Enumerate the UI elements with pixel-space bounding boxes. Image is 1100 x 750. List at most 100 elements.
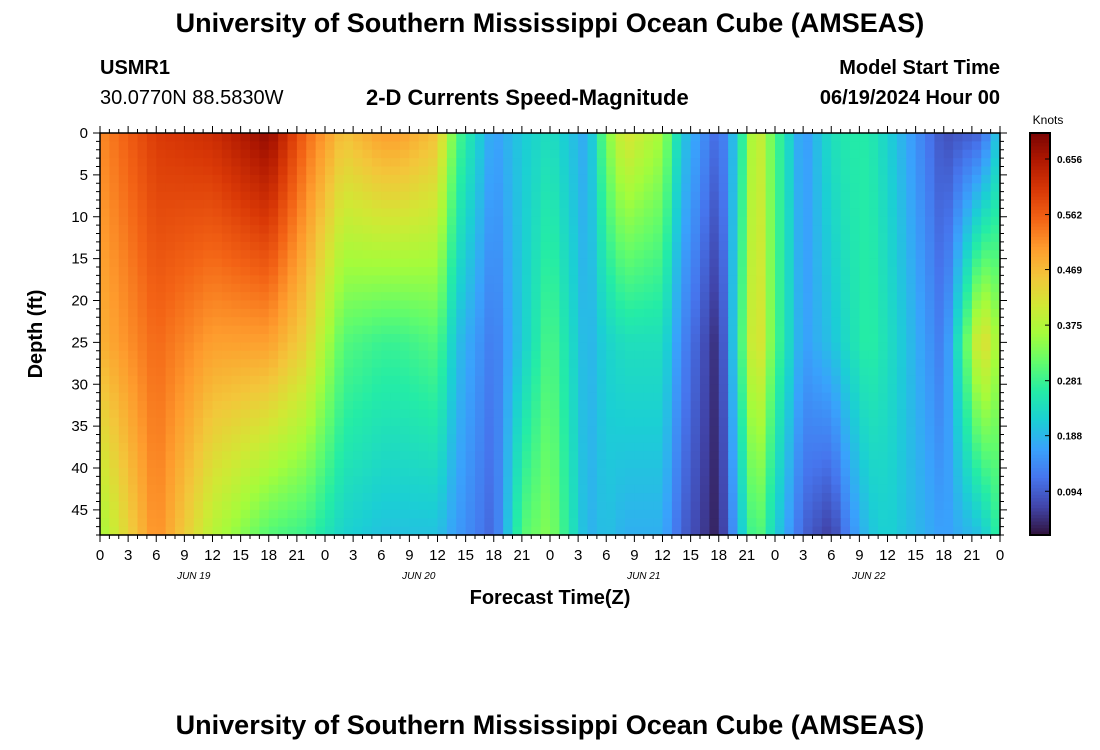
heatmap-cell — [512, 451, 523, 461]
heatmap-cell — [606, 509, 617, 519]
heatmap-cell — [156, 518, 167, 528]
heatmap-cell — [137, 216, 148, 226]
heatmap-cell — [268, 174, 279, 184]
heatmap-cell — [296, 191, 307, 201]
heatmap-cell — [737, 149, 748, 159]
heatmap-cell — [165, 317, 176, 327]
heatmap-cell — [943, 442, 954, 452]
heatmap-cell — [362, 417, 373, 427]
heatmap-cell — [100, 267, 110, 276]
heatmap-cell — [475, 484, 485, 494]
heatmap-cell — [878, 401, 889, 410]
heatmap-cell — [165, 208, 176, 218]
heatmap-cell — [878, 526, 889, 536]
heatmap-cell — [456, 200, 467, 209]
heatmap-cell — [100, 141, 110, 151]
heatmap-cell — [578, 392, 589, 402]
heatmap-cell — [128, 526, 139, 536]
heatmap-cell — [568, 434, 579, 444]
heatmap-cell — [193, 509, 204, 519]
heatmap-cell — [746, 149, 757, 159]
heatmap-cell — [175, 325, 185, 335]
heatmap-cell — [484, 149, 495, 159]
heatmap-cell — [718, 267, 729, 276]
heatmap-cell — [775, 158, 785, 168]
heatmap-cell — [568, 501, 579, 511]
heatmap-cell — [184, 484, 195, 494]
heatmap-cell — [671, 350, 682, 360]
heatmap-cell — [765, 409, 776, 419]
colorbar-segment — [1030, 210, 1050, 214]
heatmap-cell — [240, 233, 251, 243]
x-tick-label: 18 — [260, 547, 277, 564]
heatmap-cell — [812, 526, 823, 536]
heatmap-cell — [503, 442, 514, 452]
heatmap-cell — [643, 342, 654, 352]
heatmap-cell — [240, 283, 251, 293]
heatmap-cell — [334, 191, 345, 201]
heatmap-cell — [184, 451, 195, 461]
heatmap-cell — [521, 484, 532, 494]
heatmap-cell — [709, 493, 720, 503]
heatmap-cell — [671, 283, 682, 293]
heatmap-cell — [784, 501, 795, 511]
heatmap-cell — [306, 258, 317, 268]
heatmap-cell — [437, 375, 448, 385]
heatmap-cell — [212, 317, 223, 327]
heatmap-cell — [428, 518, 439, 528]
heatmap-cell — [690, 392, 701, 402]
heatmap-cell — [343, 241, 354, 251]
heatmap-cell — [634, 208, 645, 218]
heatmap-cell — [896, 484, 907, 494]
heatmap-cell — [475, 518, 485, 528]
heatmap-cell — [793, 384, 804, 394]
heatmap-cell — [203, 174, 214, 184]
heatmap-cell — [287, 174, 298, 184]
heatmap-cell — [671, 501, 682, 511]
heatmap-cell — [587, 149, 598, 159]
heatmap-cell — [146, 392, 157, 402]
heatmap-cell — [550, 250, 560, 260]
x-tick-label: 21 — [289, 547, 306, 564]
heatmap-cell — [175, 241, 185, 251]
heatmap-cell — [615, 384, 626, 394]
heatmap-cell — [240, 468, 251, 477]
heatmap-cell — [765, 174, 776, 184]
heatmap-cell — [175, 283, 185, 293]
heatmap-cell — [896, 292, 907, 302]
heatmap-cell — [371, 334, 382, 343]
heatmap-cell — [625, 166, 635, 176]
heatmap-cell — [240, 317, 251, 327]
heatmap-cell — [831, 367, 842, 377]
heatmap-cell — [821, 384, 832, 394]
heatmap-cell — [296, 468, 307, 477]
heatmap-cell — [231, 426, 242, 436]
heatmap-cell — [540, 401, 551, 410]
heatmap-cell — [643, 258, 654, 268]
heatmap-cell — [381, 275, 392, 285]
heatmap-cell — [971, 183, 982, 193]
heatmap-cell — [784, 476, 795, 486]
heatmap-cell — [353, 442, 364, 452]
heatmap-cell — [596, 258, 607, 268]
heatmap-cell — [784, 275, 795, 285]
heatmap-cell — [878, 292, 889, 302]
heatmap-cell — [896, 216, 907, 226]
heatmap-cell — [812, 275, 823, 285]
heatmap-cell — [953, 191, 964, 201]
heatmap-cell — [212, 241, 223, 251]
heatmap-cell — [671, 149, 682, 159]
heatmap-cell — [606, 367, 617, 377]
heatmap-cell — [353, 476, 364, 486]
heatmap-cell — [784, 191, 795, 201]
heatmap-cell — [793, 183, 804, 193]
heatmap-cell — [221, 216, 232, 226]
heatmap-cell — [615, 325, 626, 335]
heatmap-cell — [559, 241, 570, 251]
heatmap-cell — [296, 258, 307, 268]
heatmap-cell — [193, 149, 204, 159]
heatmap-cell — [803, 158, 814, 168]
heatmap-cell — [606, 493, 617, 503]
heatmap-cell — [728, 350, 739, 360]
heatmap-cell — [709, 325, 720, 335]
